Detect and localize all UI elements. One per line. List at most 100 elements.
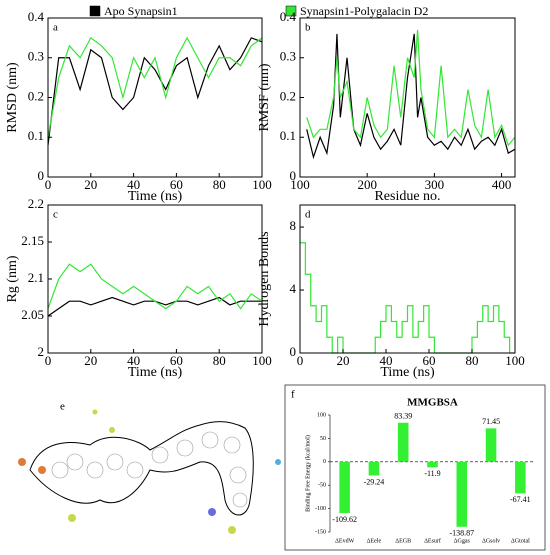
x-tick-label: 60 <box>423 353 436 368</box>
plot-frame <box>47 17 263 178</box>
y-tick-label: 2 <box>38 344 45 359</box>
x-tick-label: ΔGgas <box>454 538 471 544</box>
value-label: -29.24 <box>364 477 385 486</box>
series-line <box>47 296 262 317</box>
y-tick-label: 0 <box>38 168 45 183</box>
y-tick-label: 0.2 <box>280 88 296 103</box>
y-axis-label: Binding Free Energy (kcal/mol) <box>304 435 311 512</box>
y-axis-label: RMSD (nm) <box>5 62 20 133</box>
panel-label: f <box>291 389 295 401</box>
y-axis-label: Rg (nm) <box>5 255 20 302</box>
panel-label: d <box>305 209 311 221</box>
legend-swatch <box>89 5 101 17</box>
y-tick-label: 0 <box>290 344 297 359</box>
x-tick-label: 0 <box>297 353 304 368</box>
x-tick-label: ΔEvdW <box>335 538 355 544</box>
panel-label: c <box>53 209 58 221</box>
x-tick-label: 60 <box>170 177 183 192</box>
x-tick-label: ΔEGB <box>395 538 411 544</box>
y-tick-label: 50 <box>320 436 326 442</box>
x-tick-label: 100 <box>505 353 525 368</box>
panel-label: a <box>53 22 58 34</box>
x-axis-label: Time (ns) <box>128 365 183 380</box>
y-tick-label: -50 <box>318 483 326 489</box>
bar <box>397 422 409 462</box>
x-tick-label: 60 <box>170 353 183 368</box>
panel-label: b <box>305 22 311 34</box>
x-tick-label: 0 <box>45 177 52 192</box>
y-tick-label: 2.1 <box>28 270 44 285</box>
residue-icons <box>18 409 281 534</box>
y-tick-label: -150 <box>315 529 326 535</box>
x-axis-label: Time (ns) <box>128 189 183 204</box>
y-tick-label: 4 <box>290 281 297 296</box>
x-tick-label: 40 <box>380 353 393 368</box>
y-tick-label: 0.1 <box>280 128 296 143</box>
value-label: -67.41 <box>510 495 531 504</box>
series-line <box>47 36 263 138</box>
series-line <box>47 263 263 310</box>
value-label: 71.45 <box>482 417 500 426</box>
series-line <box>306 29 516 147</box>
series-line <box>47 37 263 146</box>
x-tick-label: 40 <box>127 353 140 368</box>
y-tick-label: 0 <box>323 459 326 465</box>
chart-title: MMGBSA <box>407 397 458 409</box>
y-tick-label: 100 <box>317 412 326 418</box>
y-tick-label: -100 <box>315 506 326 512</box>
y-tick-label: 0 <box>290 168 297 183</box>
x-tick-label: 80 <box>466 353 479 368</box>
legend-label: Apo Synapsin1 <box>104 4 178 18</box>
x-axis-label: Residue no. <box>374 189 440 204</box>
y-tick-label: 0.4 <box>28 9 45 24</box>
y-tick-label: 8 <box>290 218 297 233</box>
series-line <box>306 33 516 160</box>
bar <box>515 461 526 494</box>
legend-label: Synapsin1-Polygalacin D2 <box>300 4 428 18</box>
panel-label: e <box>60 401 65 413</box>
value-label: -109.62 <box>332 515 357 524</box>
x-tick-label: 300 <box>425 177 445 192</box>
y-axis-label: RMSF (nm) <box>257 63 272 131</box>
bar <box>427 461 438 468</box>
y-tick-label: 2.15 <box>21 233 44 248</box>
bar <box>339 461 350 514</box>
x-tick-label: 0 <box>45 353 52 368</box>
plot-frame <box>299 17 516 178</box>
value-label: -11.9 <box>424 469 440 478</box>
value-label: 83.39 <box>394 412 412 421</box>
x-tick-label: 20 <box>84 353 97 368</box>
x-tick-label: 100 <box>252 177 272 192</box>
value-label: -138.87 <box>449 529 474 538</box>
y-tick-label: 2.05 <box>21 307 44 322</box>
x-tick-label: 20 <box>337 353 350 368</box>
y-tick-label: 0.4 <box>280 9 297 24</box>
x-tick-label: 80 <box>213 177 226 192</box>
y-tick-label: 0.3 <box>280 49 296 64</box>
ligand-diagram <box>29 421 254 516</box>
bar <box>485 428 497 462</box>
bar <box>368 461 380 476</box>
x-tick-label: 100 <box>290 177 310 192</box>
x-tick-label: 400 <box>492 177 512 192</box>
y-axis-label: Hydrogen Bonds <box>257 231 272 326</box>
x-axis-label: Time (ns) <box>380 365 435 380</box>
x-tick-label: 20 <box>84 177 97 192</box>
x-tick-label: 80 <box>213 353 226 368</box>
x-tick-label: ΔGsolv <box>482 538 500 544</box>
y-tick-label: 2.2 <box>28 196 44 211</box>
panel-f-frame <box>284 384 546 551</box>
x-tick-label: ΔGtotal <box>511 538 530 544</box>
x-tick-label: 40 <box>127 177 140 192</box>
x-tick-label: 100 <box>252 353 272 368</box>
legend-swatch <box>285 5 297 17</box>
series-line <box>300 242 515 354</box>
x-tick-label: 200 <box>357 177 377 192</box>
x-tick-label: ΔEele <box>367 538 382 544</box>
y-tick-label: 0.1 <box>28 128 44 143</box>
x-tick-label: ΔEsurf <box>424 537 441 544</box>
bar <box>456 461 468 527</box>
plot-frame <box>47 204 263 354</box>
y-tick-label: 0.2 <box>28 88 44 103</box>
